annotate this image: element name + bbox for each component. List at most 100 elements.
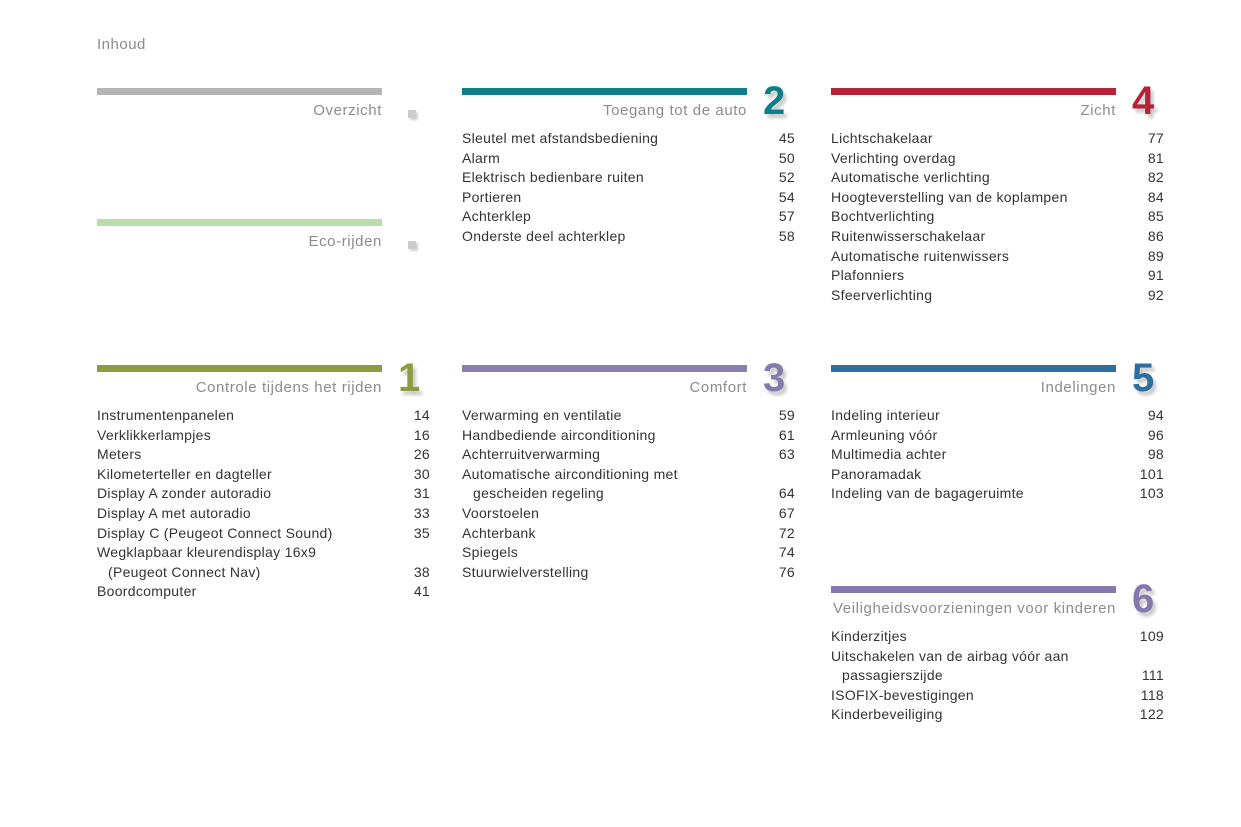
toc-entry-label-line1: Portieren bbox=[462, 188, 522, 205]
toc-entry-label-line1: Automatische verlichting bbox=[831, 169, 990, 186]
toc-entry-label-line1: Lichtschakelaar bbox=[831, 130, 933, 146]
section-marker-icon bbox=[408, 110, 416, 118]
toc-entry-page-number: 77 bbox=[1147, 130, 1164, 146]
toc-entry: Sleutel met afstandsbediening 45 bbox=[462, 129, 795, 149]
toc-entry-label: Kilometerteller en dagteller bbox=[97, 465, 406, 485]
page-title: Inhoud bbox=[97, 36, 146, 53]
toc-entry-page-number: 103 bbox=[1139, 485, 1164, 502]
toc-entry: Indeling interieur 94 bbox=[831, 406, 1164, 426]
toc-entry-page-number: 45 bbox=[778, 130, 795, 146]
toc-entry-label-line1: Verlichting overdag bbox=[831, 149, 956, 166]
toc-entry: Display A zonder autoradio 31 bbox=[97, 484, 430, 504]
toc-entry-page-number: 54 bbox=[778, 188, 795, 205]
toc-entry-label-line1: Meters bbox=[97, 446, 142, 463]
toc-entry-label-line1: Verwarming en ventilatie bbox=[462, 407, 622, 423]
toc-entry-label: Display C (Peugeot Connect Sound) bbox=[97, 524, 406, 544]
section-title: Indelingen bbox=[1040, 379, 1116, 396]
toc-entry-page-number: 82 bbox=[1147, 169, 1164, 186]
toc-entry-label-line1: Armleuning vóór bbox=[831, 426, 938, 443]
toc-entry-page-number: 85 bbox=[1147, 208, 1164, 225]
toc-entry-label: ISOFIX-bevestigingen bbox=[831, 686, 1133, 706]
toc-entry-label-line2: (Peugeot Connect Nav) bbox=[108, 563, 261, 580]
toc-entry: Bochtverlichting 85 bbox=[831, 207, 1164, 227]
toc-entry-label-line1: Sleutel met afstandsbediening bbox=[462, 130, 659, 146]
toc-entry-label: Sleutel met afstandsbediening bbox=[462, 129, 771, 149]
section-color-bar bbox=[831, 365, 1116, 372]
toc-entry-label: Spiegels bbox=[462, 543, 771, 563]
section-color-bar bbox=[831, 88, 1116, 95]
toc-entry-label: Automatische ruitenwissers bbox=[831, 247, 1140, 267]
toc-entry-page-number: 72 bbox=[778, 524, 795, 541]
chapter-number: 2 bbox=[763, 79, 786, 123]
toc-entry: Meters 26 bbox=[97, 445, 430, 465]
toc-entry-page-number: 96 bbox=[1147, 426, 1164, 443]
toc-entry-page-number: 41 bbox=[413, 583, 430, 600]
toc-entry-label: Automatische verlichting bbox=[831, 168, 1140, 188]
toc-entry: Panoramadak 101 bbox=[831, 465, 1164, 485]
toc-entry-list: Indeling interieur 94 Armleuning vóór 96 Mul… bbox=[831, 406, 1164, 504]
toc-entry-list: Kinderzitjes 109 Uitschakelen van de airba… bbox=[831, 627, 1164, 725]
section-title: Eco-rijden bbox=[308, 233, 382, 250]
toc-entry-label: Verwarming en ventilatie bbox=[462, 406, 771, 426]
toc-entry-label: Achterklep bbox=[462, 207, 771, 227]
toc-entry-label-line1: Verklikkerlampjes bbox=[97, 426, 212, 443]
toc-entry-label-line1: Spiegels bbox=[462, 544, 519, 561]
toc-entry-page-number: 33 bbox=[413, 504, 430, 521]
toc-entry: Verklikkerlampjes 16 bbox=[97, 426, 430, 446]
toc-entry-label-line1: Achterklep bbox=[462, 208, 532, 225]
toc-entry-label: Elektrisch bedienbare ruiten bbox=[462, 168, 771, 188]
toc-entry: Multimedia achter 98 bbox=[831, 445, 1164, 465]
toc-entry-page-number: 30 bbox=[413, 465, 430, 482]
toc-entry-label-line1: Handbediende airconditioning bbox=[462, 426, 656, 443]
toc-entry: Verwarming en ventilatie 59 bbox=[462, 406, 795, 426]
toc-entry-label-line1: Elektrisch bedienbare ruiten bbox=[462, 169, 644, 186]
toc-entry-label: Instrumentenpanelen bbox=[97, 406, 406, 426]
toc-entry: Ruitenwisserschakelaar 86 bbox=[831, 227, 1164, 247]
toc-entry-label-line1: Sfeerverlichting bbox=[831, 286, 933, 303]
toc-entry: Achterbank 72 bbox=[462, 524, 795, 544]
toc-entry-label-line1: Automatische airconditioning met bbox=[462, 465, 678, 482]
toc-entry-label-line1: Boordcomputer bbox=[97, 583, 197, 600]
section-title: Controle tijdens het rijden bbox=[195, 379, 382, 396]
toc-entry-label-line1: Hoogteverstelling van de koplampen bbox=[831, 188, 1068, 205]
toc-entry: Handbediende airconditioning 61 bbox=[462, 426, 795, 446]
toc-entry: Automatische verlichting 82 bbox=[831, 168, 1164, 188]
toc-entry-page-number: 57 bbox=[778, 208, 795, 225]
toc-entry-label: Handbediende airconditioning bbox=[462, 426, 771, 446]
toc-entry-label: Voorstoelen bbox=[462, 504, 771, 524]
toc-entry-page-number: 94 bbox=[1147, 407, 1164, 423]
toc-entry: Stuurwielverstelling 76 bbox=[462, 563, 795, 583]
toc-entry-page-number: 16 bbox=[413, 426, 430, 443]
toc-entry-label-line1: Voorstoelen bbox=[462, 504, 540, 521]
toc-entry-label: Hoogteverstelling van de koplampen bbox=[831, 188, 1140, 208]
section-color-bar bbox=[462, 88, 747, 95]
section-zicht: 4 Zicht Lichtschakelaar 77 Verlichting overd… bbox=[831, 81, 1164, 305]
toc-entry-label: Wegklapbaar kleurendisplay 16x9 (Peugeot … bbox=[97, 543, 406, 582]
toc-entry: Hoogteverstelling van de koplampen 84 bbox=[831, 188, 1164, 208]
toc-entry: Display A met autoradio 33 bbox=[97, 504, 430, 524]
toc-entry-label: Achterbank bbox=[462, 524, 771, 544]
toc-entry: Achterruitverwarming 63 bbox=[462, 445, 795, 465]
toc-entry-label: Stuurwielverstelling bbox=[462, 563, 771, 583]
toc-entry-label-line2: passagierszijde bbox=[842, 667, 943, 684]
toc-entry: Automatische ruitenwissers 89 bbox=[831, 247, 1164, 267]
toc-entry: Boordcomputer 41 bbox=[97, 582, 430, 602]
toc-entry: Indeling van de bagageruimte 103 bbox=[831, 484, 1164, 504]
section-toegang-tot-de-auto: 2 Toegang tot de auto Sleutel met afstands… bbox=[462, 81, 795, 247]
toc-entry-label-line1: Kilometerteller en dagteller bbox=[97, 465, 272, 482]
toc-entry: Alarm 50 bbox=[462, 149, 795, 169]
toc-entry-page-number: 63 bbox=[778, 446, 795, 463]
toc-entry: Kilometerteller en dagteller 30 bbox=[97, 465, 430, 485]
toc-entry-page-number: 101 bbox=[1139, 465, 1164, 482]
toc-entry-label: Bochtverlichting bbox=[831, 207, 1140, 227]
toc-entry: Wegklapbaar kleurendisplay 16x9 (Peugeot … bbox=[97, 543, 430, 582]
toc-entry-label-line1: Uitschakelen van de airbag vóór aan bbox=[831, 647, 1069, 664]
toc-entry-label-line1: Bochtverlichting bbox=[831, 208, 935, 225]
toc-entry-label-line1: Achterbank bbox=[462, 524, 536, 541]
toc-entry-label: Verlichting overdag bbox=[831, 149, 1140, 169]
toc-entry-label: Verklikkerlampjes bbox=[97, 426, 406, 446]
toc-entry: Lichtschakelaar 77 bbox=[831, 129, 1164, 149]
toc-entry: Voorstoelen 67 bbox=[462, 504, 795, 524]
section-color-bar bbox=[831, 586, 1116, 593]
toc-entry-label-line1: Achterruitverwarming bbox=[462, 446, 601, 463]
